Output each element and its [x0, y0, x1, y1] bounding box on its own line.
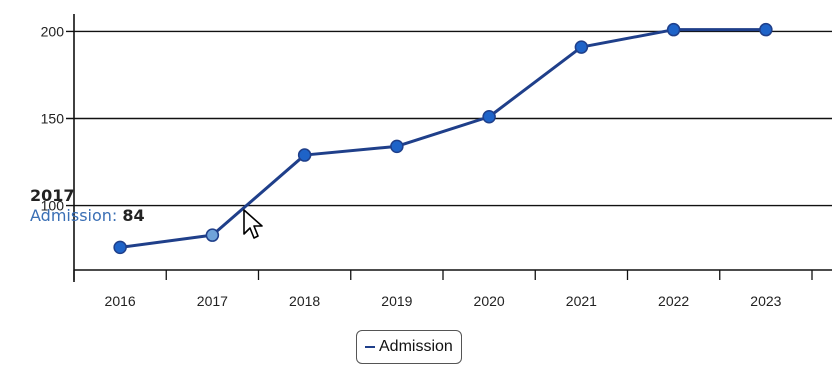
arrow-pointer-icon	[243, 209, 263, 239]
y-tick-label: 150	[41, 110, 65, 126]
x-tick-label: 2020	[474, 293, 505, 309]
tooltip-series-label: Admission:	[30, 206, 118, 225]
x-tick-label: 2019	[381, 293, 412, 309]
x-tick-label: 2021	[566, 293, 597, 309]
x-tick-label: 2022	[658, 293, 689, 309]
y-tick-label: 100	[41, 198, 65, 214]
legend-item-admission[interactable]: Admission	[356, 330, 462, 364]
data-point[interactable]	[297, 148, 312, 162]
x-tick-label: 2023	[750, 293, 781, 309]
data-point[interactable]	[759, 22, 773, 37]
tooltip-value: 84	[122, 206, 145, 225]
data-point[interactable]	[390, 139, 404, 154]
tooltip-row: Admission: 84	[30, 205, 145, 227]
x-tick-label: 2017	[197, 293, 228, 309]
x-tick-label: 2018	[289, 293, 320, 309]
legend-label: Admission	[379, 338, 453, 355]
tooltip: 2017 Admission: 84	[30, 187, 145, 227]
data-point[interactable]	[574, 40, 589, 54]
series-line-admission	[119, 28, 766, 249]
tooltip-title: 2017	[30, 186, 75, 205]
data-point[interactable]	[482, 109, 496, 124]
data-point[interactable]	[205, 228, 220, 242]
x-tick-label: 2016	[105, 293, 136, 309]
data-point[interactable]	[666, 22, 681, 37]
data-point[interactable]	[113, 240, 127, 255]
legend-swatch	[365, 346, 375, 348]
y-tick-label: 200	[41, 23, 65, 39]
